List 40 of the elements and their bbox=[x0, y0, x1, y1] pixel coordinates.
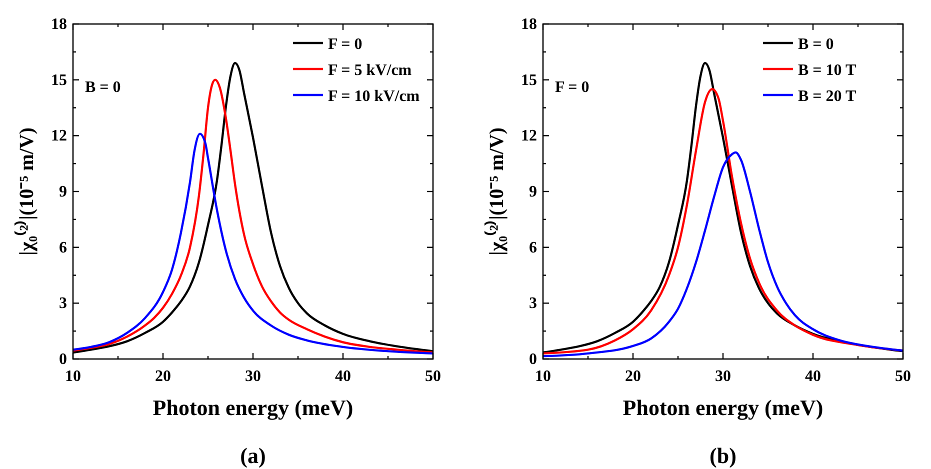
y-tick-label: 12 bbox=[521, 128, 537, 145]
y-axis-title: |χ₀⁽²⁾|(10⁻⁵ m/V) bbox=[484, 127, 508, 256]
y-tick-label: 15 bbox=[51, 72, 67, 89]
x-tick-label: 50 bbox=[425, 368, 441, 385]
x-tick-label: 40 bbox=[335, 368, 351, 385]
y-tick-label: 18 bbox=[521, 16, 537, 33]
line-series bbox=[72, 132, 434, 355]
y-tick-label: 9 bbox=[59, 184, 67, 200]
x-tick-label: 50 bbox=[895, 368, 911, 385]
x-axis-title: Photon energy (meV) bbox=[152, 395, 354, 420]
x-axis-title: Photon energy (meV) bbox=[622, 395, 824, 420]
legend-label: B = 10 T bbox=[798, 62, 856, 79]
legend-label: F = 0 bbox=[328, 36, 362, 53]
y-tick-label: 6 bbox=[59, 239, 67, 256]
y-tick-label: 15 bbox=[521, 72, 537, 89]
x-tick-label: 10 bbox=[535, 368, 551, 385]
annotation: B = 0 bbox=[85, 79, 121, 96]
x-tick-label: 40 bbox=[805, 368, 821, 385]
y-tick-label: 0 bbox=[59, 351, 67, 368]
x-tick-label: 30 bbox=[245, 368, 261, 385]
x-tick-label: 10 bbox=[65, 368, 81, 385]
line-series bbox=[542, 151, 904, 358]
x-tick-label: 20 bbox=[625, 368, 641, 385]
y-axis-title: |χ₀⁽²⁾|(10⁻⁵ m/V) bbox=[14, 127, 38, 256]
x-tick-label: 20 bbox=[155, 368, 171, 385]
y-tick-label: 12 bbox=[51, 128, 67, 145]
text: (b) bbox=[710, 443, 736, 468]
legend-label: B = 20 T bbox=[798, 88, 856, 105]
y-tick-label: 3 bbox=[59, 295, 67, 312]
legend-label: F = 5 kV/cm bbox=[328, 62, 412, 79]
legend-label: F = 10 kV/cm bbox=[328, 88, 420, 105]
y-tick-label: 18 bbox=[51, 16, 67, 33]
x-tick-label: 30 bbox=[715, 368, 731, 385]
y-tick-label: 9 bbox=[529, 184, 537, 200]
y-tick-label: 0 bbox=[529, 351, 537, 368]
y-tick-label: 6 bbox=[529, 239, 537, 256]
annotation: F = 0 bbox=[555, 79, 590, 96]
y-tick-label: 3 bbox=[529, 295, 537, 312]
legend-label: B = 0 bbox=[798, 36, 834, 53]
text: (a) bbox=[240, 443, 266, 468]
